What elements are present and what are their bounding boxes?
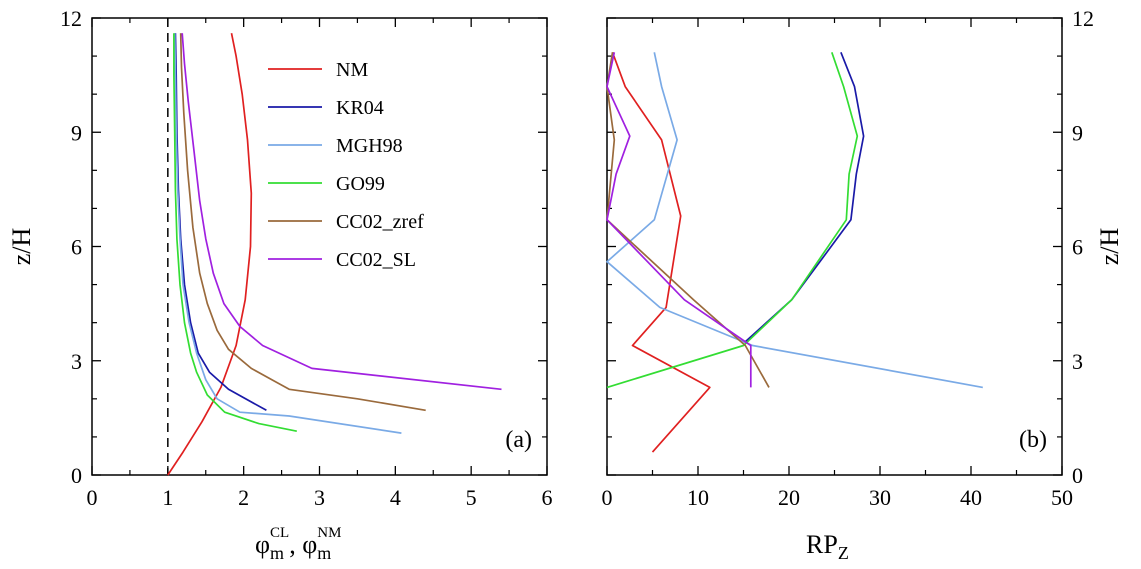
x-label-a-sup2: NM	[317, 525, 341, 541]
x-tick-label: 40	[960, 485, 982, 510]
x-tick-label: 5	[466, 485, 477, 510]
y-tick-label-right: 3	[1072, 349, 1083, 374]
y-tick-label: 3	[71, 349, 82, 374]
y-tick-label: 12	[60, 6, 82, 31]
series-line-kr04	[174, 33, 267, 412]
y-axis-label-right: z/H	[1095, 228, 1124, 266]
legend: NM KR04 MGH98 GO99 CC02_zref CC02_SL	[268, 59, 424, 271]
series-line-nm	[611, 52, 711, 453]
x-tick-label: 50	[1051, 485, 1073, 510]
legend-label-mgh98: MGH98	[336, 135, 403, 157]
y-tick-label: 6	[71, 235, 82, 260]
series-line-go99	[173, 33, 297, 433]
panel-a-frame	[91, 17, 548, 476]
x-label-a-main2: φ	[302, 530, 317, 559]
legend-label-cc02-sl: CC02_SL	[336, 249, 416, 271]
legend-label-kr04: KR04	[336, 97, 384, 119]
series-line-mgh98	[173, 33, 402, 434]
legend-label-nm: NM	[336, 59, 368, 81]
x-tick-label: 0	[602, 485, 613, 510]
x-label-a-sep: ,	[289, 530, 302, 559]
y-tick-label-right: 12	[1072, 6, 1094, 31]
panel-label-a: (a)	[505, 427, 532, 453]
x-label-b-sub: Z	[838, 543, 849, 563]
x-tick-label: 20	[778, 485, 800, 510]
x-tick-label: 2	[238, 485, 249, 510]
x-tick-label: 4	[390, 485, 401, 510]
panel-label-b: (b)	[1019, 427, 1047, 453]
series-line-go99	[606, 52, 859, 389]
y-tick-label-right: 0	[1072, 463, 1083, 488]
legend-label-cc02-zref: CC02_zref	[336, 211, 424, 233]
x-label-a-sub1: m	[270, 543, 284, 563]
y-tick-label: 0	[71, 463, 82, 488]
series-line-cc02-zref	[606, 52, 770, 388]
x-axis-label-b: RPZ	[806, 530, 849, 563]
y-tick-label-right: 9	[1072, 120, 1083, 145]
x-axis-label-a: φmCL, φmNM	[255, 525, 341, 563]
x-label-a-sub2: m	[317, 543, 331, 563]
x-tick-label: 10	[687, 485, 709, 510]
y-tick-label: 9	[71, 120, 82, 145]
x-tick-label: 0	[87, 485, 98, 510]
series-line-cc02-zref	[179, 33, 426, 412]
x-label-a-sup1: CL	[270, 525, 289, 541]
legend-label-go99: GO99	[336, 173, 385, 195]
y-tick-label-right: 6	[1072, 235, 1083, 260]
x-label-a-main1: φ	[255, 530, 270, 559]
series-line-nm	[167, 33, 253, 476]
x-tick-label: 1	[162, 485, 173, 510]
panel-a-series	[167, 33, 502, 476]
series-line-mgh98	[606, 52, 983, 389]
series-line-cc02-sl	[181, 33, 502, 391]
x-label-b-main: RP	[806, 530, 838, 559]
y-axis-label-left: z/H	[7, 228, 36, 266]
panel-b-series	[606, 51, 983, 453]
x-tick-label: 3	[314, 485, 325, 510]
x-tick-label: 30	[869, 485, 891, 510]
x-tick-label: 6	[542, 485, 553, 510]
series-line-cc02-sl	[606, 52, 752, 388]
